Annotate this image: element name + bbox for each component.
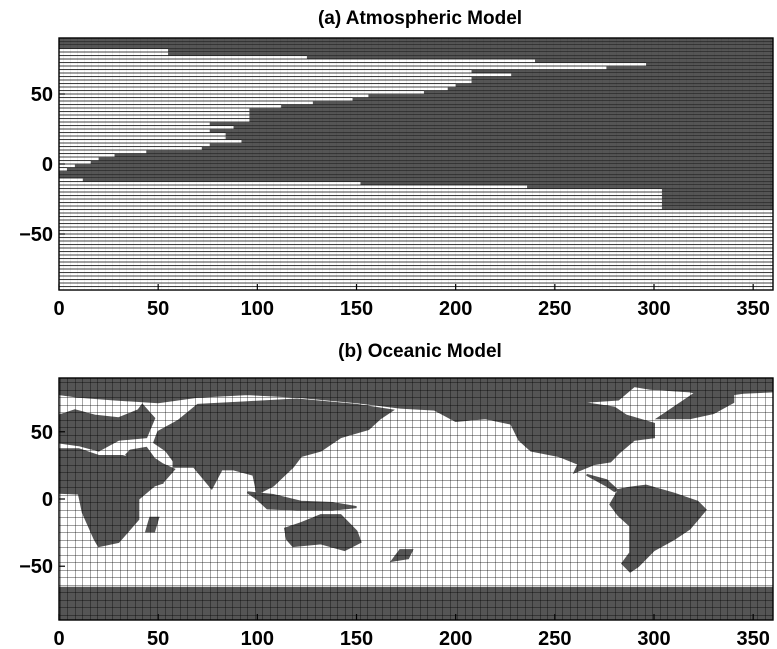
y-tick-label: 50: [31, 84, 53, 106]
x-tick-label: 100: [241, 628, 274, 649]
x-axis-ticks: 0 50 100 150 200 250 300 350: [53, 614, 770, 649]
x-tick-label: 350: [736, 298, 769, 320]
plot-area: [59, 38, 773, 290]
x-tick-label: 200: [439, 298, 472, 320]
y-tick-label: −50: [19, 556, 53, 578]
y-tick-label: 0: [42, 154, 53, 176]
x-tick-label: 350: [736, 628, 769, 649]
x-tick-label: 100: [241, 298, 274, 320]
x-tick-label: 50: [147, 298, 169, 320]
grid-cells: [59, 378, 773, 620]
x-tick-label: 300: [637, 298, 670, 320]
x-tick-label: 0: [53, 628, 64, 649]
x-tick-label: 50: [147, 628, 169, 649]
y-tick-label: 0: [42, 489, 53, 511]
panel-oceanic: (b) Oceanic Model 0 50 100 150 200 250 300 350 …: [19, 341, 774, 649]
x-tick-label: 300: [637, 628, 670, 649]
y-axis-ticks: −50 0 50: [19, 422, 65, 578]
x-tick-label: 250: [538, 628, 571, 649]
y-axis-ticks: −50 0 50: [19, 84, 65, 246]
x-tick-label: 150: [340, 298, 373, 320]
y-tick-label: 50: [31, 422, 53, 444]
x-tick-label: 0: [53, 298, 64, 320]
plot-area: [59, 378, 773, 620]
x-tick-label: 250: [538, 298, 571, 320]
chart-title: (a) Atmospheric Model: [318, 8, 522, 29]
fine-grid: [59, 38, 773, 290]
x-tick-label: 200: [439, 628, 472, 649]
y-tick-label: −50: [19, 224, 53, 246]
panel-atmospheric: (a) Atmospheric Model 0 50 100 150 200 250 300…: [19, 8, 774, 320]
x-axis-ticks: 0 50 100 150 200 250 300 350: [53, 284, 770, 320]
x-tick-label: 150: [340, 628, 373, 649]
chart-title: (b) Oceanic Model: [338, 341, 502, 362]
